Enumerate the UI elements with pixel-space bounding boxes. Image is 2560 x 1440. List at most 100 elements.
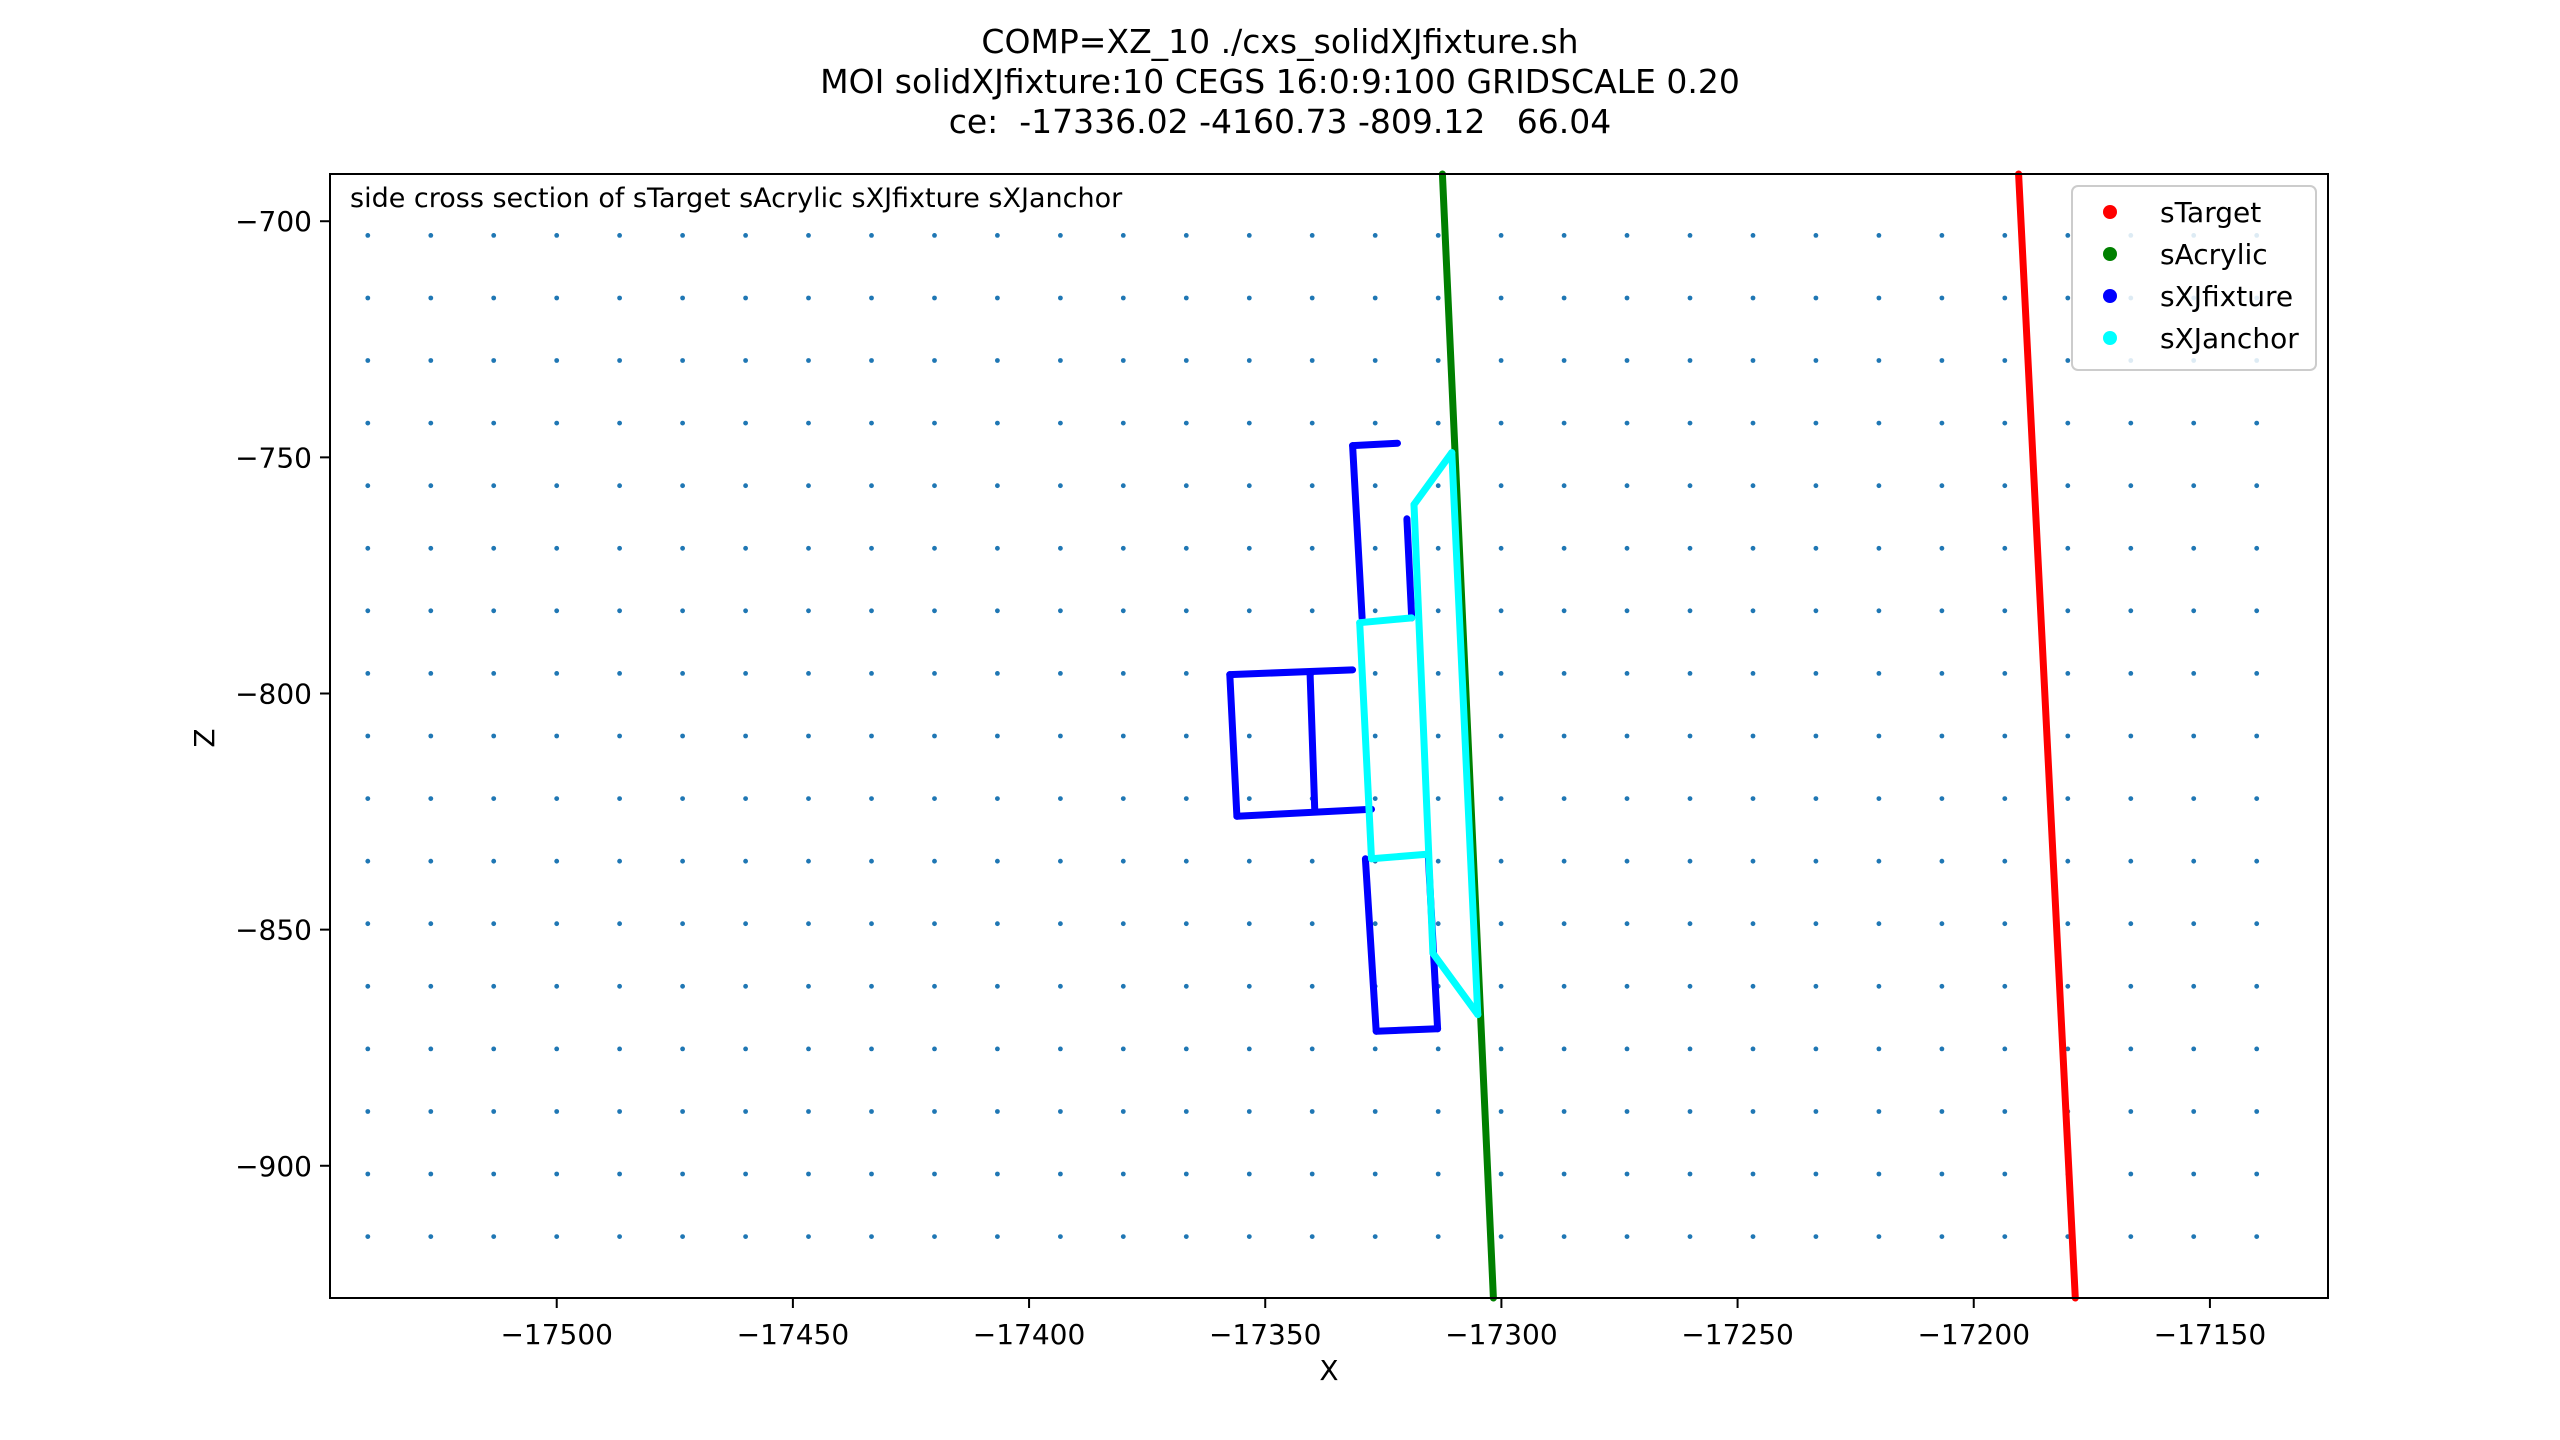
grid-point (617, 983, 622, 989)
grid-point (1687, 420, 1693, 426)
grid-point (1561, 483, 1567, 489)
grid-point (1813, 233, 1819, 238)
x-axis-label: X (1319, 1354, 1338, 1387)
grid-point (1624, 295, 1630, 301)
grid-point (1120, 858, 1126, 864)
grid-point (680, 295, 685, 301)
grid-point (491, 1109, 497, 1114)
grid-point (1435, 1171, 1441, 1177)
grid-point (1498, 1109, 1504, 1114)
grid-point (617, 1171, 622, 1177)
grid-point (2065, 983, 2071, 989)
y-tick-label: −800 (235, 677, 312, 710)
grid-point (1939, 545, 1945, 551)
grid-point (491, 1171, 497, 1177)
grid-point (995, 420, 1000, 426)
grid-point (806, 858, 811, 864)
grid-point (428, 1109, 434, 1114)
grid-point (932, 671, 937, 676)
grid-point (2065, 483, 2071, 489)
grid-point (1309, 1046, 1315, 1052)
grid-point (1687, 295, 1693, 301)
grid-point (869, 233, 874, 238)
grid-point (2128, 1046, 2134, 1052)
grid-point (1435, 671, 1441, 676)
grid-point (1435, 1109, 1441, 1114)
grid-point (1498, 1046, 1504, 1052)
grid-point (1750, 983, 1756, 989)
grid-point (680, 1046, 685, 1052)
grid-point (1498, 545, 1504, 551)
grid-point (1939, 1046, 1945, 1052)
grid-point (1687, 545, 1693, 551)
grid-point (2191, 608, 2197, 614)
grid-point (743, 796, 748, 801)
grid-point (2065, 921, 2071, 927)
grid-point (554, 545, 560, 551)
grid-point (995, 1234, 1000, 1239)
grid-point (680, 608, 685, 614)
grid-point (1183, 545, 1189, 551)
grid-point (1939, 1171, 1945, 1177)
grid-point (1246, 608, 1252, 614)
grid-point (743, 858, 748, 864)
grid-point (1813, 1109, 1819, 1114)
grid-point (1309, 358, 1315, 363)
grid-point (491, 1234, 497, 1239)
grid-point (2128, 921, 2134, 927)
grid-point (2128, 858, 2134, 864)
grid-point (1813, 358, 1819, 363)
grid-point (743, 921, 748, 927)
grid-point (1561, 295, 1567, 301)
grid-point (1876, 733, 1882, 739)
grid-point (617, 671, 622, 676)
grid-point (1939, 1234, 1945, 1239)
grid-point (1750, 671, 1756, 676)
grid-point (2002, 483, 2008, 489)
grid-point (995, 545, 1000, 551)
grid-point (1183, 671, 1189, 676)
grid-point (680, 233, 685, 238)
grid-point (995, 483, 1000, 489)
legend: sTarget sAcrylic sXJfixture sXJanchor (2071, 185, 2317, 371)
grid-point (1246, 1046, 1252, 1052)
grid-point (1876, 545, 1882, 551)
grid-point (1561, 671, 1567, 676)
grid-point (554, 420, 560, 426)
grid-point (806, 983, 811, 989)
grid-point (1120, 233, 1126, 238)
grid-point (2254, 733, 2260, 739)
grid-point (2065, 608, 2071, 614)
grid-point (1498, 921, 1504, 927)
grid-point (869, 420, 874, 426)
grid-point (1372, 671, 1378, 676)
grid-point (806, 1234, 811, 1239)
grid-point (1372, 1109, 1378, 1114)
grid-point (1687, 233, 1693, 238)
grid-point (1246, 545, 1252, 551)
grid-point (1372, 796, 1378, 801)
grid-point (1498, 295, 1504, 301)
grid-point (806, 1171, 811, 1177)
grid-point (554, 358, 560, 363)
grid-point (1246, 295, 1252, 301)
sXJanchor-segment (1368, 850, 1432, 863)
grid-point (2191, 671, 2197, 676)
grid-point (743, 1234, 748, 1239)
grid-point (932, 1234, 937, 1239)
grid-point (2191, 1046, 2197, 1052)
grid-point (2191, 796, 2197, 801)
grid-point (554, 796, 560, 801)
grid-point (806, 1046, 811, 1052)
grid-point (1498, 796, 1504, 801)
grid-point (1309, 1234, 1315, 1239)
grid-point (1309, 295, 1315, 301)
grid-point (1309, 483, 1315, 489)
grid-point (743, 420, 748, 426)
grid-point (617, 921, 622, 927)
grid-point (1876, 233, 1882, 238)
grid-point (1058, 858, 1063, 864)
grid-point (932, 983, 937, 989)
grid-point (1687, 608, 1693, 614)
